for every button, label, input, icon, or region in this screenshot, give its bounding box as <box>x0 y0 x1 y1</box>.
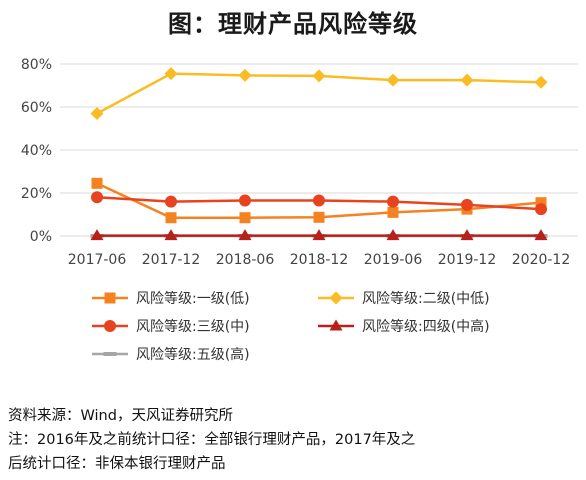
footnote-line-2: 后统计口径：非保本银行理财产品 <box>8 456 226 472</box>
series-group <box>90 67 548 241</box>
data-point <box>91 191 103 204</box>
legend-item: 风险等级:一级(低) <box>92 290 250 307</box>
x-tick-label: 2018-06 <box>216 252 275 268</box>
data-point <box>164 229 178 241</box>
y-axis: 0% 20% 40% 60% 80% <box>21 57 52 245</box>
source-note: 资料来源：Wind，天风证券研究所 <box>8 408 233 424</box>
legend-marker <box>104 292 116 304</box>
data-point <box>535 197 547 209</box>
legend-label: 风险等级:三级(中) <box>136 318 250 335</box>
x-axis: 2017-06 2017-12 2018-06 2018-12 2019-06 2019-… <box>68 252 571 268</box>
data-point <box>535 203 547 216</box>
x-tick-label: 2019-06 <box>364 252 423 268</box>
footnote-line-1: 注：2016年及之前统计口径：全部银行理财产品，2017年及之 <box>8 432 416 448</box>
y-tick-label: 80% <box>21 57 52 73</box>
data-point <box>534 229 548 241</box>
data-point <box>460 73 474 87</box>
data-point <box>312 229 326 241</box>
y-tick-label: 40% <box>21 143 52 159</box>
data-point <box>387 206 399 218</box>
data-point <box>386 73 400 87</box>
data-point <box>313 211 325 223</box>
legend: 风险等级:一级(低) 风险等级:二级(中低) 风险等级:三级(中) 风险等级:四级(中… <box>92 290 490 363</box>
x-tick-label: 2020-12 <box>512 252 571 268</box>
x-tick-label: 2017-12 <box>142 252 201 268</box>
legend-label: 风险等级:一级(低) <box>136 290 250 307</box>
data-point <box>460 229 474 241</box>
series-4 <box>90 229 548 241</box>
data-point <box>386 229 400 241</box>
data-point <box>534 75 548 89</box>
data-point <box>90 106 104 120</box>
legend-marker <box>104 320 116 332</box>
data-point <box>312 69 326 83</box>
legend-label: 风险等级:二级(中低) <box>362 290 490 307</box>
legend-label: 风险等级:四级(中高) <box>362 318 490 335</box>
legend-marker <box>103 352 117 356</box>
data-point <box>239 212 251 224</box>
data-point <box>387 195 399 208</box>
series-2 <box>90 67 548 120</box>
chart-title: 图：理财产品风险等级 <box>168 10 418 38</box>
y-tick-label: 60% <box>21 100 52 116</box>
x-tick-label: 2017-06 <box>68 252 127 268</box>
y-tick-label: 0% <box>30 229 52 245</box>
y-tick-label: 20% <box>21 186 52 202</box>
legend-marker <box>329 319 343 331</box>
data-point <box>164 67 178 81</box>
gridlines <box>60 63 578 237</box>
legend-label: 风险等级:五级(高) <box>136 346 250 363</box>
legend-item: 风险等级:二级(中低) <box>318 290 490 307</box>
legend-item: 风险等级:五级(高) <box>92 346 250 363</box>
legend-marker <box>329 291 343 305</box>
series-3 <box>91 191 547 216</box>
x-tick-label: 2019-12 <box>438 252 497 268</box>
data-point <box>238 68 252 82</box>
legend-item: 风险等级:三级(中) <box>92 318 250 335</box>
data-point <box>91 177 103 189</box>
data-point <box>165 212 177 224</box>
data-point <box>238 229 252 241</box>
data-point <box>313 194 325 207</box>
x-tick-label: 2018-12 <box>290 252 349 268</box>
data-point <box>239 194 251 207</box>
data-point <box>461 198 473 211</box>
data-point <box>165 195 177 208</box>
legend-item: 风险等级:四级(中高) <box>318 318 490 335</box>
data-point <box>90 229 104 241</box>
